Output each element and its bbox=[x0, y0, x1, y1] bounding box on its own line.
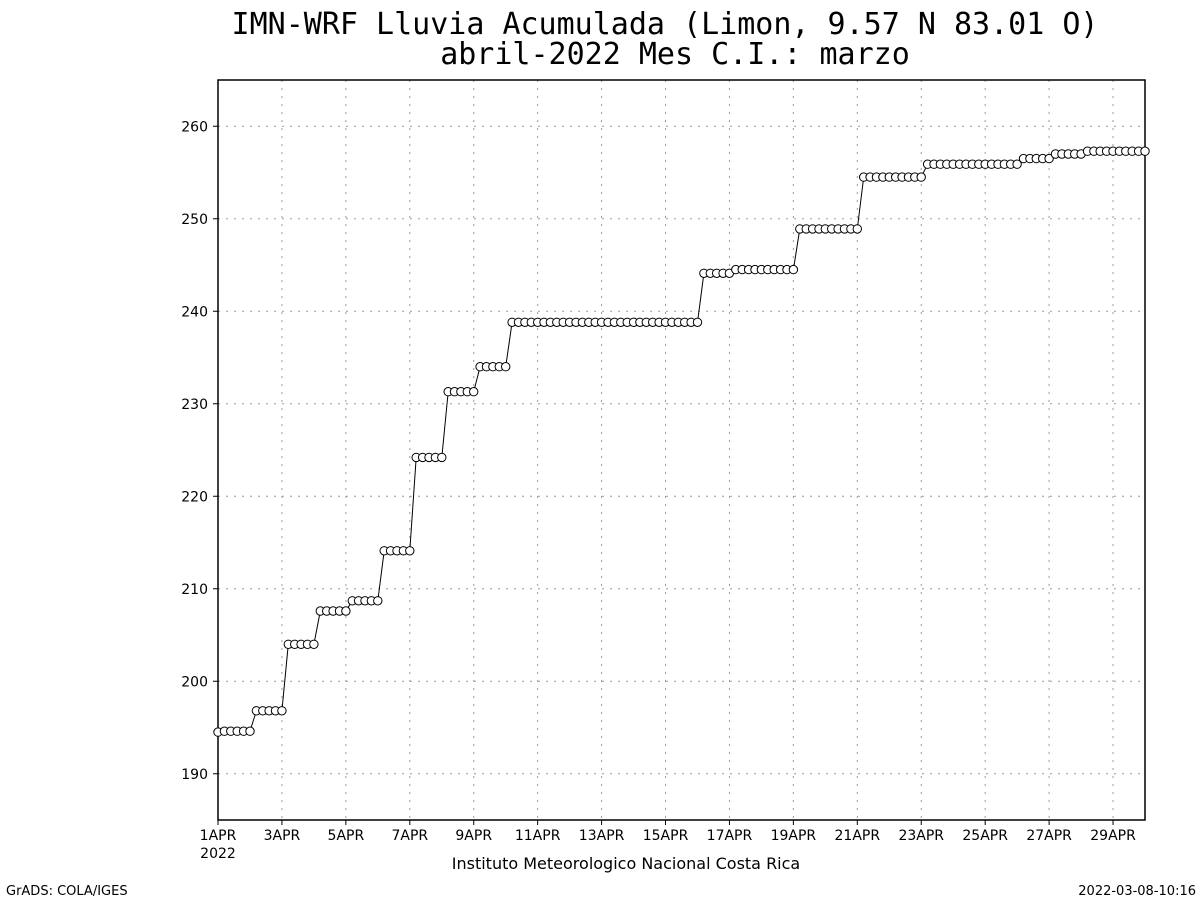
y-tick-label: 190 bbox=[181, 767, 208, 783]
data-point bbox=[405, 546, 415, 556]
y-tick-label: 210 bbox=[181, 582, 208, 598]
data-point bbox=[1140, 146, 1150, 156]
data-point bbox=[309, 639, 319, 649]
data-point bbox=[852, 224, 862, 234]
x-tick-label: 3APR bbox=[264, 828, 301, 844]
data-point bbox=[373, 596, 383, 606]
y-tick-label: 220 bbox=[181, 489, 208, 505]
timestamp: 2022-03-08-10:16 bbox=[1078, 884, 1196, 899]
x-tick-label: 9APR bbox=[455, 828, 492, 844]
y-tick-label: 230 bbox=[181, 397, 208, 413]
data-point bbox=[1012, 159, 1022, 169]
data-point bbox=[501, 362, 511, 372]
data-point bbox=[916, 172, 926, 182]
y-axis-ticks: 190 200 210 220 230 240 250 260 bbox=[181, 119, 218, 783]
year-label: 2022 bbox=[200, 846, 236, 862]
institute-label: Instituto Meteorologico Nacional Costa R… bbox=[452, 854, 800, 873]
x-tick-label: 27APR bbox=[1026, 828, 1072, 844]
x-tick-label: 17APR bbox=[707, 828, 753, 844]
data-point bbox=[788, 264, 799, 275]
grid-lines bbox=[218, 80, 1145, 820]
x-tick-label: 15APR bbox=[643, 828, 689, 844]
x-axis-ticks: 1APR 3APR 5APR 7APR 9APR 11APR 13APR 15APR 17APR… bbox=[200, 820, 1136, 844]
x-tick-label: 5APR bbox=[328, 828, 365, 844]
x-tick-label: 1APR bbox=[200, 828, 237, 844]
data-point bbox=[277, 706, 287, 716]
grads-credit: GrADS: COLA/IGES bbox=[6, 884, 128, 899]
x-tick-label: 19APR bbox=[771, 828, 817, 844]
data-point bbox=[1044, 153, 1054, 164]
y-tick-label: 240 bbox=[181, 304, 208, 320]
data-point bbox=[437, 452, 447, 463]
x-tick-label: 25APR bbox=[962, 828, 1008, 844]
series-group bbox=[213, 146, 1150, 737]
data-point bbox=[341, 606, 351, 616]
x-tick-label: 29APR bbox=[1090, 828, 1136, 844]
data-point bbox=[469, 387, 479, 397]
x-tick-label: 11APR bbox=[515, 828, 561, 844]
x-tick-label: 23APR bbox=[898, 828, 944, 844]
y-tick-label: 200 bbox=[181, 674, 208, 690]
x-tick-label: 7APR bbox=[391, 828, 428, 844]
y-tick-label: 260 bbox=[181, 119, 208, 135]
data-point bbox=[245, 726, 255, 736]
y-tick-label: 250 bbox=[181, 212, 208, 228]
chart-title: IMN-WRF Lluvia Acumulada (Limon, 9.57 N … bbox=[232, 7, 1099, 42]
x-tick-label: 21APR bbox=[835, 828, 881, 844]
series-line bbox=[217, 150, 1145, 733]
x-tick-label: 13APR bbox=[579, 828, 625, 844]
data-point bbox=[692, 317, 703, 327]
chart-subtitle: abril-2022 Mes C.I.: marzo bbox=[440, 37, 910, 72]
plot-frame bbox=[217, 79, 1146, 821]
